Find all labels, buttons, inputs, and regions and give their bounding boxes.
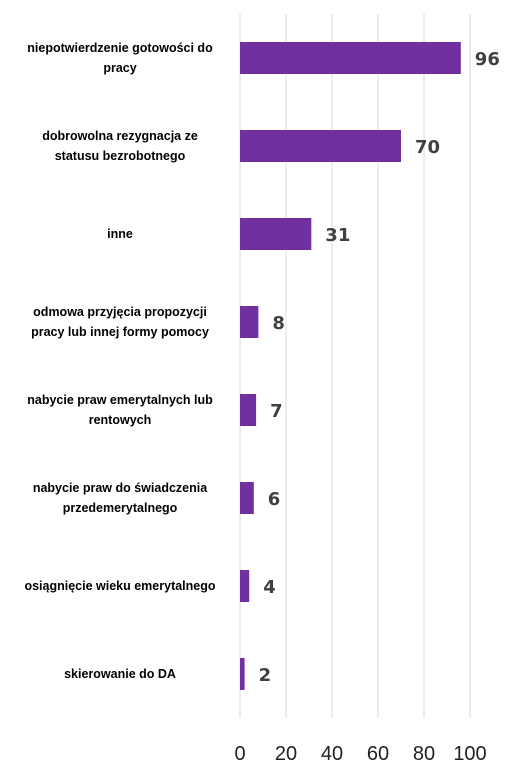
category-label: nabycie praw do świadczenia przedemerytal… [33,481,208,515]
category-label-line: osiągnięcie wieku emerytalnego [24,579,215,593]
gridlines [239,14,471,718]
category-label-line: pracy [103,61,136,75]
x-tick-label: 100 [453,743,486,765]
bars [240,42,461,690]
category-label-line: skierowanie do DA [64,667,176,681]
bar [240,394,257,426]
bar [240,218,312,250]
category-label-line: statusu bezrobotnego [55,149,186,163]
value-label: 96 [475,49,500,70]
category-label-line: niepotwierdzenie gotowości do [27,41,213,55]
bar [240,658,245,690]
value-label: 4 [263,577,276,598]
x-tick-label: 80 [413,743,435,765]
category-label-line: rentowych [89,413,152,427]
bar [240,306,259,338]
x-tick-label: 40 [321,743,343,765]
category-label-line: odmowa przyjęcia propozycji [33,305,207,319]
value-labels: 96 70 31 8 7 6 4 2 [259,49,500,686]
category-label-line: nabycie praw emerytalnych lub [27,393,213,407]
value-label: 6 [268,489,281,510]
category-label-line: nabycie praw do świadczenia [33,481,208,495]
bar [240,130,401,162]
category-label-line: pracy lub innej formy pomocy [31,325,209,339]
category-label: niepotwierdzenie gotowości do pracy [27,41,213,75]
bar [240,42,461,74]
category-label: skierowanie do DA [64,667,176,681]
x-tick-label: 60 [367,743,389,765]
value-label: 2 [259,665,272,686]
category-label: dobrowolna rezygnacja ze statusu bezrobot… [42,129,198,163]
x-tick-label: 20 [275,743,297,765]
bar [240,570,250,602]
category-label: nabycie praw emerytalnych lub rentowych [27,393,213,427]
x-axis-tick-labels: 0 20 40 60 80 100 [234,743,486,765]
category-label: inne [107,227,133,241]
category-label-line: dobrowolna rezygnacja ze [42,129,198,143]
value-label: 31 [325,225,350,246]
bar [240,482,254,514]
category-label: odmowa przyjęcia propozycji pracy lub inn… [31,305,209,339]
value-label: 7 [270,401,283,422]
value-label: 70 [415,137,440,158]
category-label-line: inne [107,227,133,241]
category-label-line: przedemerytalnego [63,501,178,515]
category-label: osiągnięcie wieku emerytalnego [24,579,215,593]
category-labels: niepotwierdzenie gotowości do pracy dobrow… [24,41,215,681]
value-label: 8 [272,313,285,334]
x-tick-label: 0 [234,743,245,765]
